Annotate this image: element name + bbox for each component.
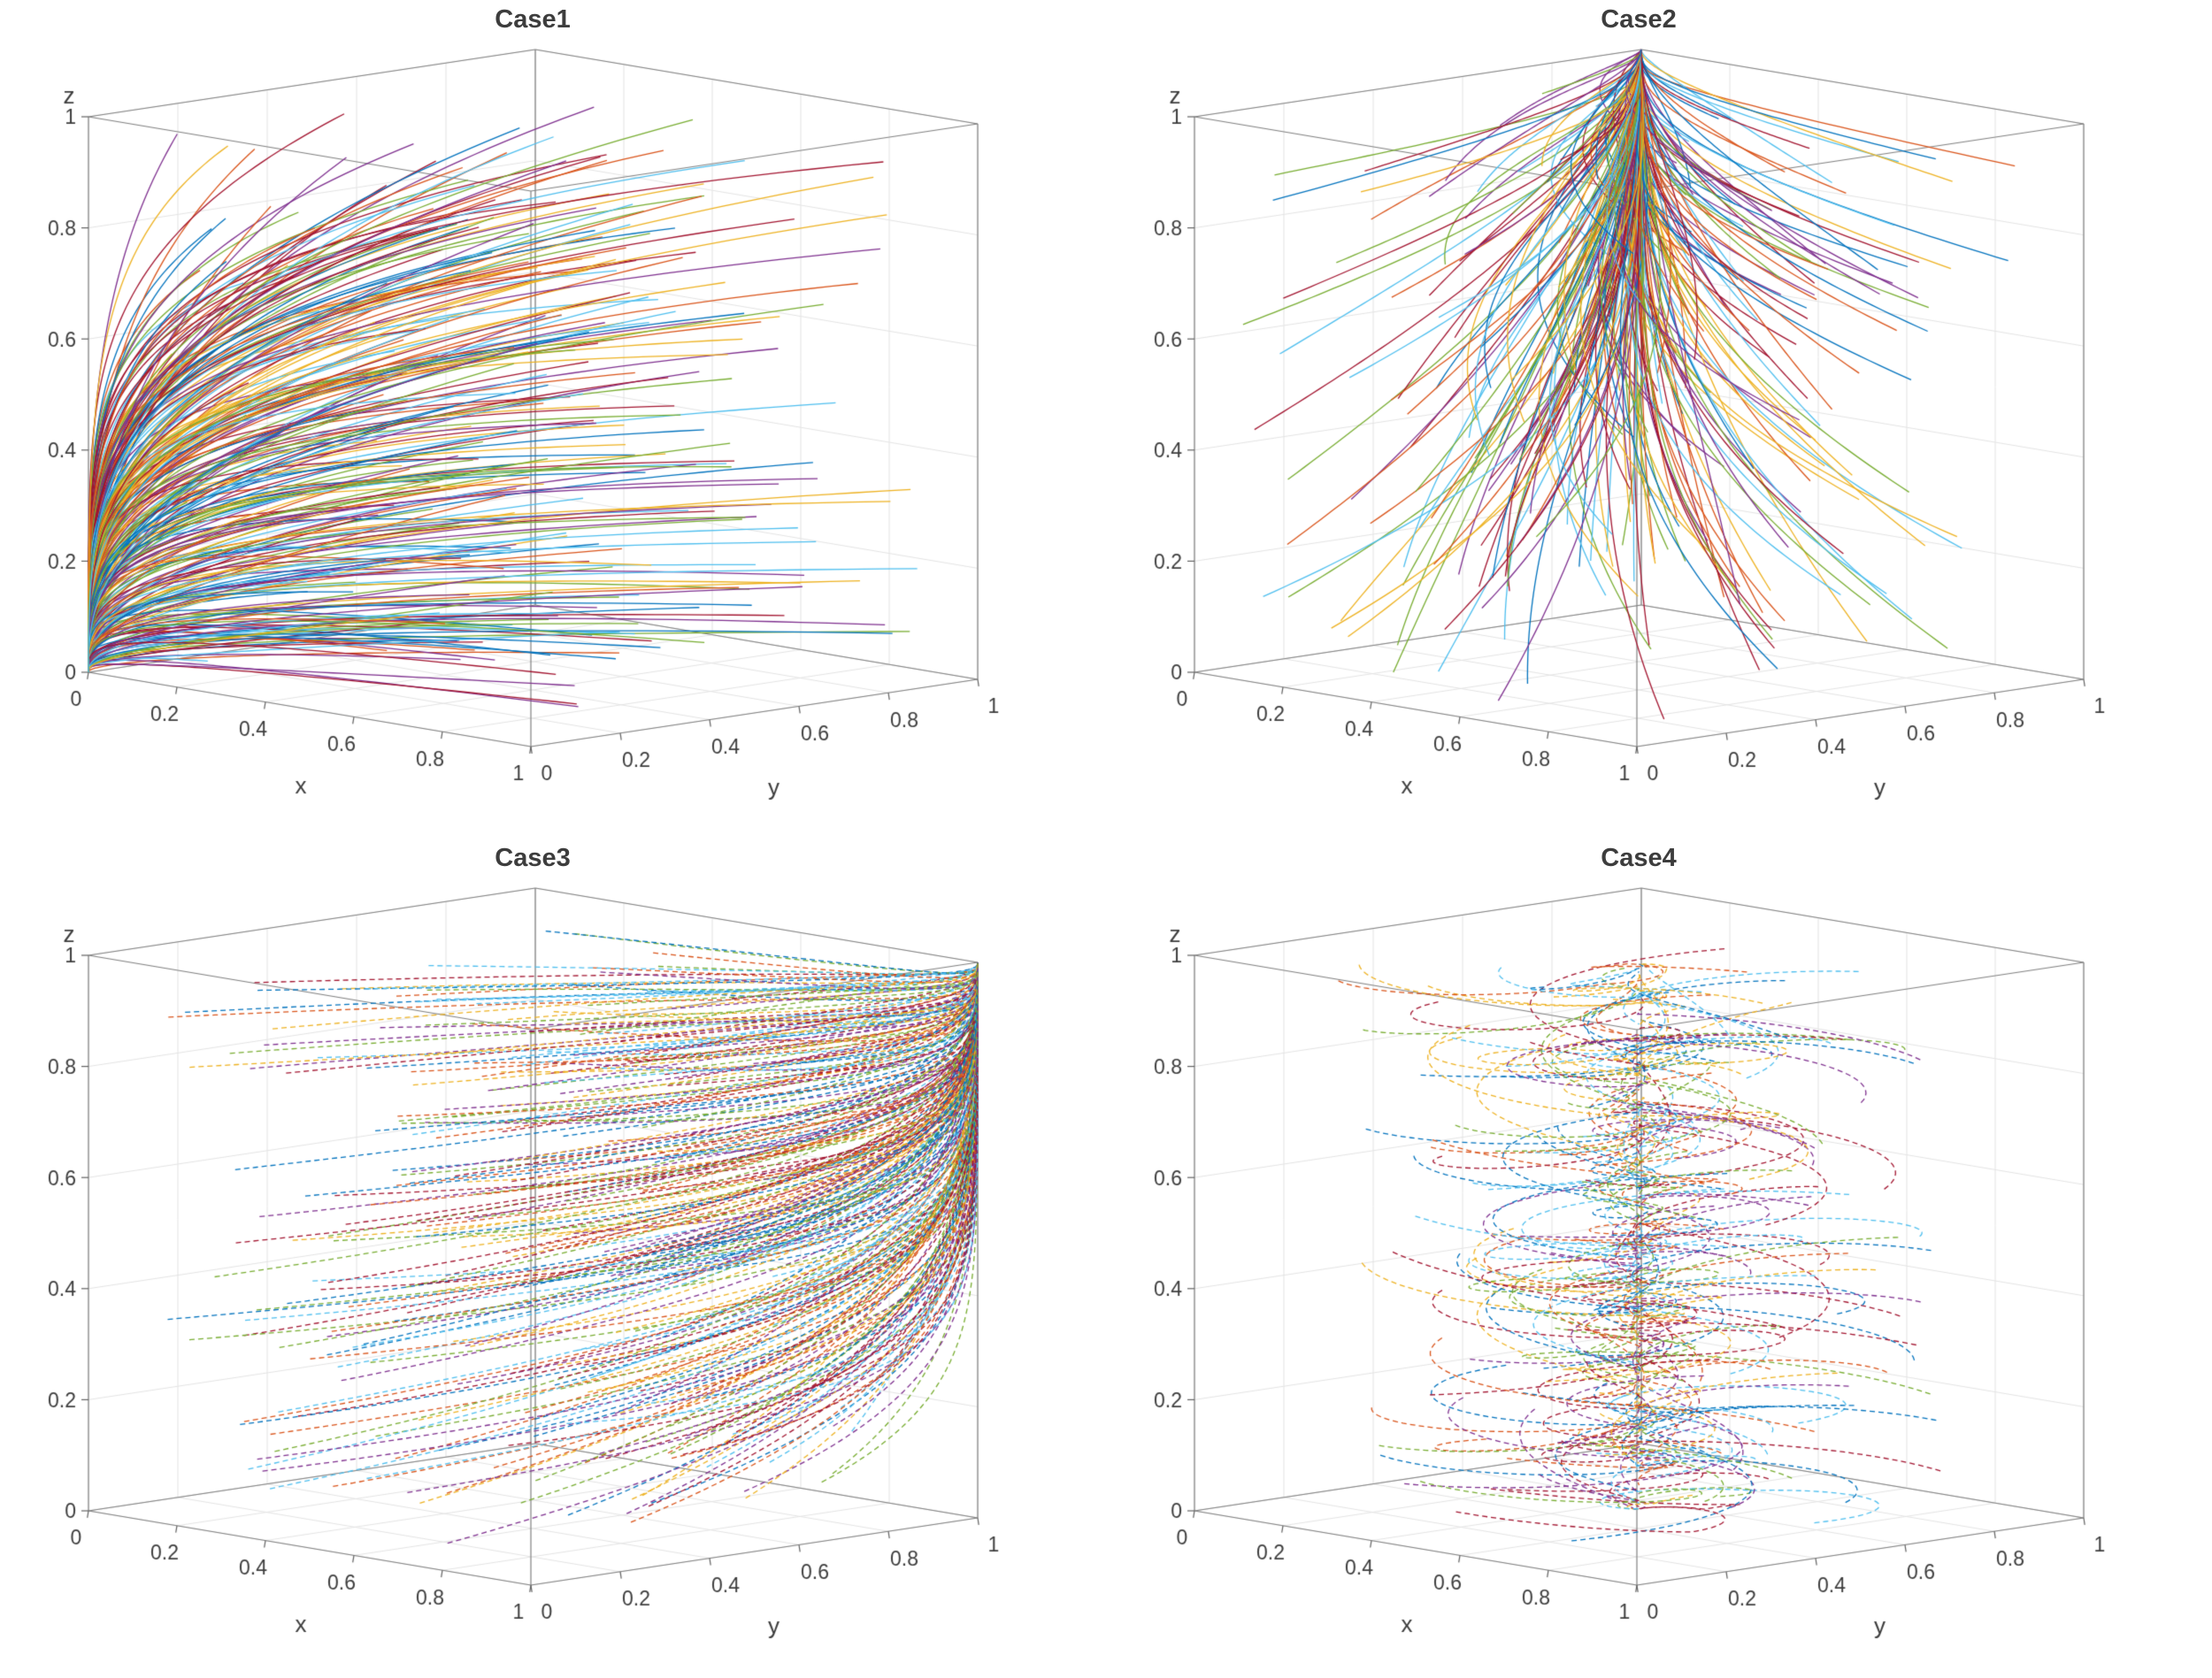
case3-plot-canvas (0, 839, 1106, 1677)
case2-plot-canvas (1106, 0, 2212, 839)
subplot-case1: Case1 (0, 0, 1106, 839)
case1-title: Case1 (495, 5, 571, 34)
subplot-case3: Case3 (0, 839, 1106, 1677)
subplot-case4: Case4 (1106, 839, 2212, 1677)
case3-title: Case3 (495, 844, 571, 872)
case2-title: Case2 (1601, 5, 1677, 34)
case1-plot-canvas (0, 0, 1106, 839)
case4-plot-canvas (1106, 839, 2212, 1677)
case4-title: Case4 (1601, 844, 1677, 872)
subplot-case2: Case2 (1106, 0, 2212, 839)
